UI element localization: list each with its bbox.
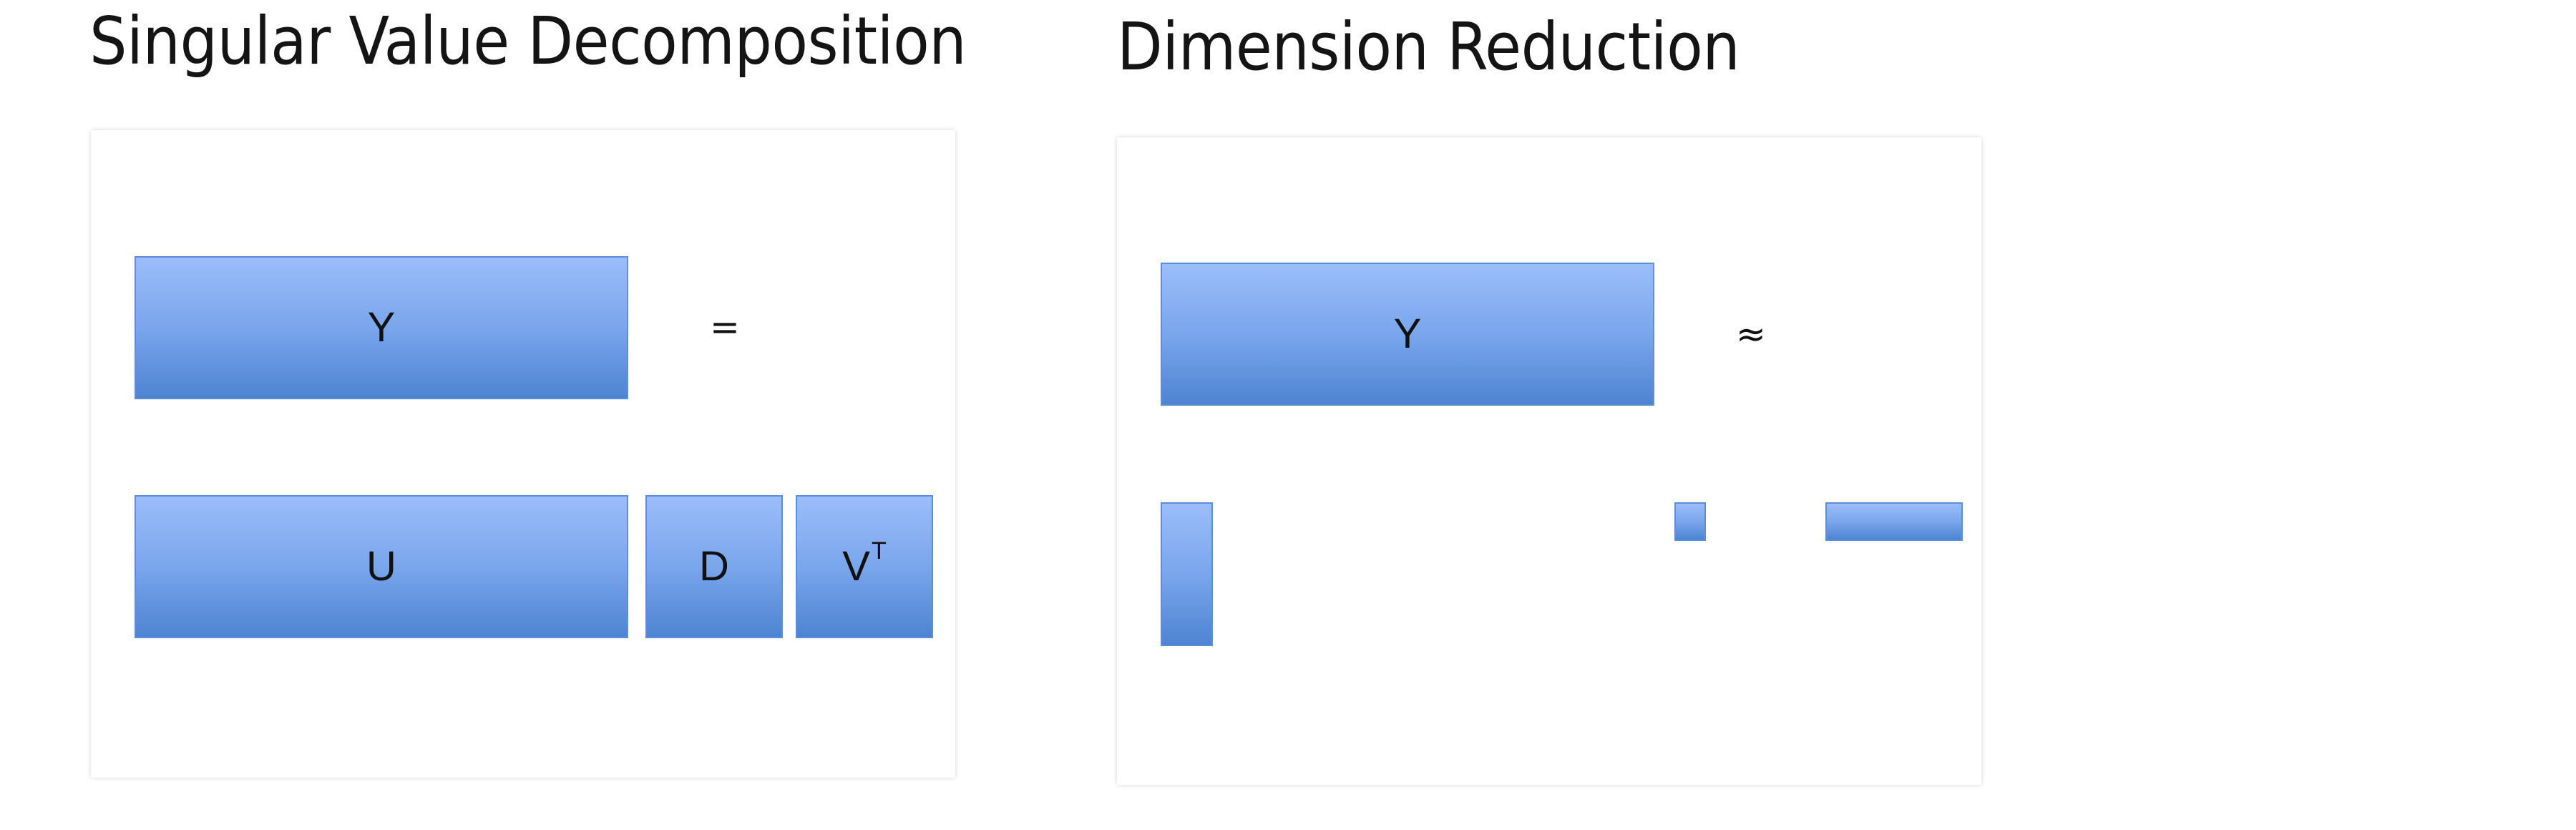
reduced-vt-matrix [1825, 502, 1963, 541]
svd-d-matrix: D [645, 495, 783, 638]
svd-u-label: U [366, 543, 396, 590]
svd-u-matrix: U [135, 495, 628, 638]
equals-sign: = [710, 306, 740, 348]
reduction-y-label: Y [1393, 311, 1422, 357]
reduction-y-matrix: Y [1161, 263, 1654, 406]
svd-title: Singular Value Decomposition [89, 3, 967, 79]
svd-v-label: V [842, 543, 870, 590]
reduced-u-matrix [1161, 502, 1213, 646]
svd-y-label: Y [367, 304, 396, 351]
svd-transpose-superscript: T [871, 537, 887, 565]
approx-sign: ≈ [1736, 313, 1766, 355]
dimension-reduction-panel: Y ≈ [1117, 137, 1981, 785]
svd-d-label: D [699, 543, 729, 590]
svd-y-matrix: Y [135, 256, 628, 399]
dimension-reduction-title: Dimension Reduction [1117, 9, 1740, 85]
reduced-d-matrix [1674, 502, 1706, 541]
